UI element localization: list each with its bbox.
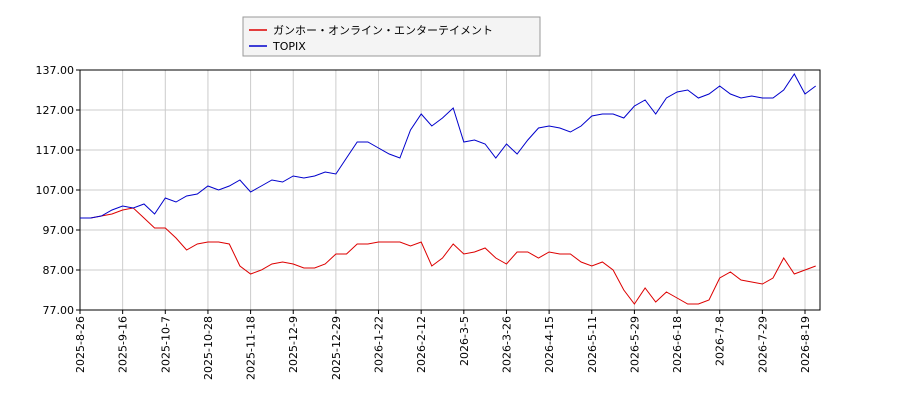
y-tick-label: 107.00 <box>36 184 75 197</box>
x-tick-label: 2025-11-18 <box>245 316 258 380</box>
x-tick-label: 2025-12-29 <box>330 316 343 380</box>
x-tick-label: 2026-7-29 <box>756 316 769 373</box>
y-tick-label: 87.00 <box>43 264 75 277</box>
x-tick-label: 2025-12-9 <box>287 316 300 373</box>
x-tick-label: 2026-6-18 <box>671 316 684 373</box>
series-line <box>80 73 816 219</box>
y-tick-label: 77.00 <box>43 304 75 317</box>
legend-box <box>242 16 541 57</box>
y-tick-label: 117.00 <box>36 144 75 157</box>
x-tick-label: 2026-2-12 <box>415 316 428 373</box>
y-tick-label: 127.00 <box>36 104 75 117</box>
y-tick-label: 97.00 <box>43 224 75 237</box>
y-tick-label: 137.00 <box>36 64 75 77</box>
x-tick-label: 2025-10-28 <box>202 316 215 380</box>
x-tick-label: 2026-3-26 <box>500 316 513 373</box>
plot-frame <box>79 69 821 311</box>
x-tick-label: 2026-5-29 <box>628 316 641 373</box>
x-tick-label: 2026-8-19 <box>799 316 812 373</box>
x-tick-label: 2026-7-8 <box>714 316 727 366</box>
series-line <box>80 207 816 305</box>
legend-label: ガンホー・オンライン・エンターテイメント <box>273 24 493 37</box>
x-tick-label: 2025-8-26 <box>74 316 87 373</box>
x-tick-label: 2025-10-7 <box>159 316 172 373</box>
x-tick-label: 2026-1-22 <box>373 316 386 373</box>
legend-label: TOPIX <box>272 40 306 53</box>
x-tick-label: 2026-4-15 <box>543 316 556 373</box>
x-tick-label: 2026-3-5 <box>458 316 471 366</box>
x-tick-label: 2026-5-11 <box>586 316 599 373</box>
x-tick-label: 2025-9-16 <box>117 316 130 373</box>
